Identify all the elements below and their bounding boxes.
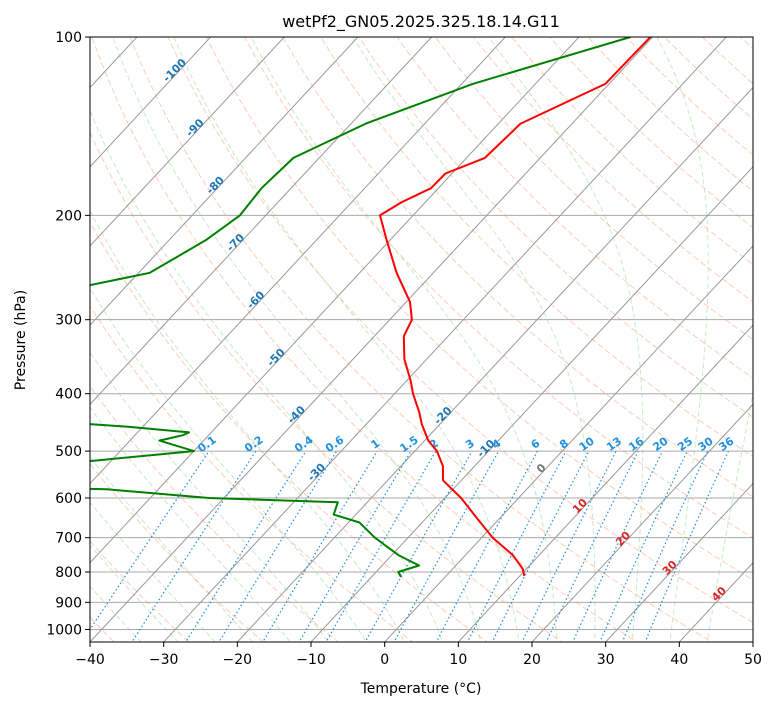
dewpoint-profile-line — [90, 37, 631, 578]
y-tick-label: 700 — [55, 531, 82, 547]
isotherm-line — [310, 165, 753, 642]
moist-adiabat-line — [656, 37, 709, 642]
mixing-ratio-line — [218, 450, 338, 642]
y-tick-label: 800 — [55, 565, 82, 581]
sounding-series — [90, 37, 652, 578]
isotherm-line — [90, 37, 506, 485]
dry-adiabat-line — [91, 37, 638, 642]
moist-adiabat-line — [90, 456, 254, 642]
dry-adiabat-line — [282, 37, 753, 498]
moist-adiabat-line — [90, 585, 142, 642]
moist-adiabat-line — [90, 544, 179, 642]
mixing-ratio-line — [131, 450, 257, 642]
x-tick-label: 20 — [523, 652, 541, 668]
dry-adiabat-line — [472, 37, 753, 303]
dry-adiabat-line — [205, 37, 753, 581]
isotherm-line — [162, 37, 727, 642]
x-tick-label: −30 — [149, 652, 179, 668]
y-tick-label: 300 — [55, 313, 82, 329]
moist-adiabat-line — [90, 287, 367, 642]
chart-title: wetPf2_GN05.2025.325.18.14.G11 — [282, 12, 560, 32]
mixing-ratio-line — [644, 450, 729, 642]
moist-adiabat-line — [90, 501, 216, 642]
moist-adiabat-line — [250, 37, 558, 642]
x-tick-label: −10 — [296, 652, 326, 668]
mixing-ratio-line — [185, 450, 307, 642]
y-tick-label: 200 — [55, 208, 82, 224]
mixing-ratio-line — [262, 450, 378, 642]
isotherm-gridlines — [90, 37, 753, 642]
dry-adiabat-line — [320, 37, 753, 458]
y-tick-label: 100 — [55, 30, 82, 46]
y-axis-ticks: 1000 900 800 700 600 500 400 300 200 100 — [46, 30, 90, 638]
mixing-ratio-line — [621, 450, 709, 642]
isotherm-line — [90, 37, 654, 642]
x-tick-label: −40 — [75, 652, 105, 668]
mixing-ratio-line — [393, 450, 500, 642]
mixing-ratio-line — [521, 450, 617, 642]
isotherm-line — [90, 37, 433, 406]
mixing-ratio-lines — [90, 450, 729, 642]
isotherm-line — [457, 324, 753, 642]
y-tick-label: 600 — [55, 491, 82, 507]
y-tick-label: 1000 — [46, 622, 82, 638]
dry-adiabat-line — [90, 463, 265, 642]
mixing-ratio-line — [545, 450, 639, 642]
mixing-ratio-line — [435, 450, 539, 642]
dry-adiabat-line — [90, 221, 489, 642]
isotherm-line — [236, 86, 753, 642]
isotherm-line — [90, 37, 212, 168]
moist-adiabat-line — [706, 390, 753, 642]
isotherm-line — [531, 403, 753, 642]
moist-adiabat-line — [90, 406, 291, 642]
mixing-ratio-line — [298, 450, 412, 642]
x-tick-label: −20 — [223, 652, 253, 668]
moist-adiabat-line — [90, 351, 329, 642]
x-tick-label: 10 — [449, 652, 467, 668]
x-axis-label: Temperature (°C) — [360, 681, 482, 697]
mixing-ratio-line — [325, 450, 437, 642]
y-axis-label: Pressure (hPa) — [13, 290, 29, 390]
x-tick-label: 50 — [744, 652, 762, 668]
isotherm-line — [383, 245, 753, 642]
dry-adiabat-line — [396, 37, 753, 379]
isotherm-line — [90, 37, 359, 326]
x-axis-ticks: −40 −30 −20 −10 0 10 20 30 40 50 — [75, 642, 762, 668]
isotherm-line — [604, 482, 753, 642]
x-tick-label: 0 — [380, 652, 389, 668]
y-tick-label: 900 — [55, 595, 82, 611]
isotherm-line — [90, 37, 580, 564]
dry-adiabat-line — [129, 37, 713, 642]
dry-adiabat-line — [167, 37, 753, 624]
plot-frame — [89, 36, 754, 643]
y-tick-label: 400 — [55, 387, 82, 403]
dry-adiabat-line — [90, 131, 564, 642]
dry-adiabat-line — [90, 305, 414, 642]
x-tick-label: 40 — [670, 652, 688, 668]
y-tick-label: 500 — [55, 444, 82, 460]
x-tick-label: 30 — [597, 652, 615, 668]
isotherm-line — [90, 37, 285, 247]
temperature-profile-line — [379, 37, 652, 577]
